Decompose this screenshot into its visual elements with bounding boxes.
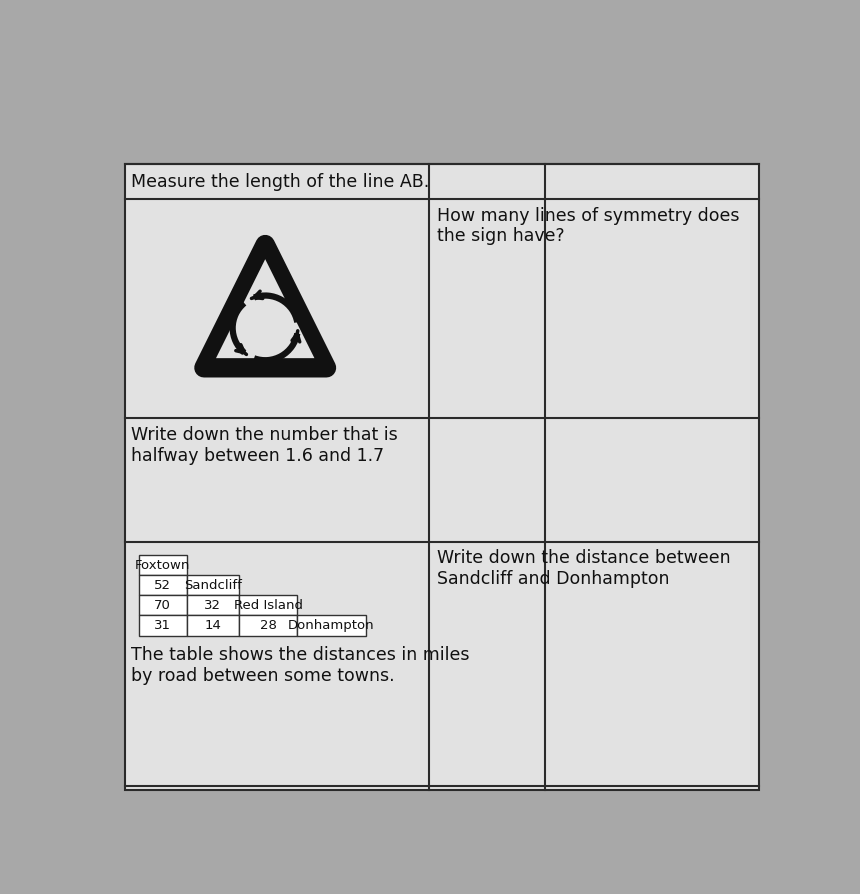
Bar (187, 615, 239, 636)
Text: Donhampton: Donhampton (288, 619, 375, 632)
Text: Write down the number that is
halfway between 1.6 and 1.7: Write down the number that is halfway be… (131, 426, 397, 465)
Text: Foxtown: Foxtown (135, 559, 190, 572)
Bar (138, 555, 187, 576)
Text: The table shows the distances in miles
by road between some towns.: The table shows the distances in miles b… (131, 646, 470, 685)
Text: 32: 32 (205, 599, 221, 612)
Text: Measure the length of the line AB.: Measure the length of the line AB. (131, 173, 429, 190)
Bar (187, 576, 239, 595)
Text: 14: 14 (205, 619, 221, 632)
Bar (187, 595, 239, 615)
Text: 52: 52 (154, 579, 171, 592)
Text: 31: 31 (154, 619, 171, 632)
Bar (298, 615, 366, 636)
Text: 70: 70 (154, 599, 171, 612)
Text: How many lines of symmetry does
the sign have?: How many lines of symmetry does the sign… (437, 207, 740, 246)
Text: Write down the distance between
Sandcliff and Donhampton: Write down the distance between Sandclif… (437, 549, 730, 588)
Polygon shape (214, 256, 316, 359)
Bar (138, 615, 187, 636)
Bar (138, 576, 187, 595)
Bar (138, 595, 187, 615)
Text: Sandcliff: Sandcliff (184, 579, 242, 592)
Text: 28: 28 (260, 619, 277, 632)
Text: Red Island: Red Island (234, 599, 303, 612)
Bar (239, 615, 298, 636)
Bar (239, 595, 298, 615)
